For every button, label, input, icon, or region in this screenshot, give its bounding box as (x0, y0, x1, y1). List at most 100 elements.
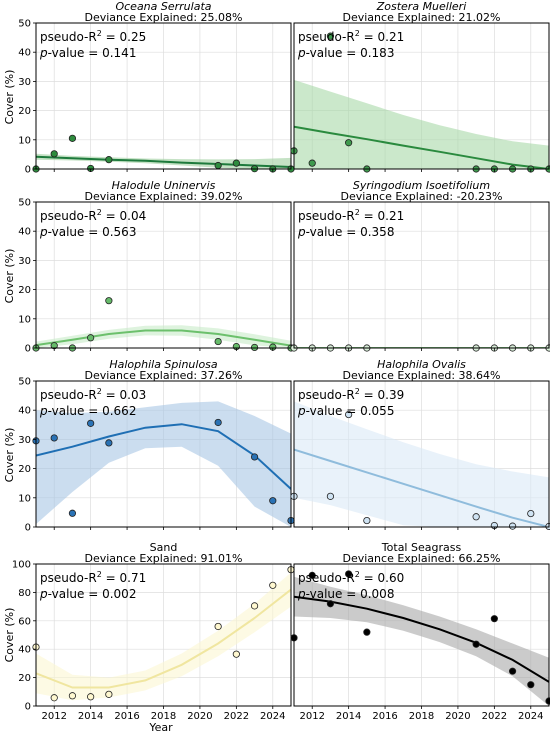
y-tick-label: 10 (18, 314, 31, 325)
x-tick-label: 2018 (151, 711, 176, 722)
data-point (250, 343, 259, 352)
stats-annotation: pseudo-R2 = 0.03 p-value = 0.662 (39, 387, 146, 418)
data-point (508, 667, 517, 675)
data-point (87, 693, 95, 701)
plot-area (294, 576, 549, 706)
deviance-explained: Deviance Explained: 91.01% (85, 552, 243, 565)
data-point (87, 419, 95, 427)
data-point (105, 156, 113, 164)
y-tick-label: 60 (18, 616, 31, 627)
y-tick-label: 0 (25, 523, 31, 534)
y-axis-label: Cover (%) (3, 428, 16, 483)
stats-annotation: pseudo-R2 = 0.21 p-value = 0.183 (297, 29, 404, 60)
data-point (105, 297, 113, 305)
plot-area (294, 79, 549, 169)
x-tick-label: 2024 (260, 711, 285, 722)
fit-line (294, 448, 549, 527)
y-tick-label: 20 (18, 285, 31, 296)
y-tick-label: 20 (18, 106, 31, 117)
pseudo-r2-text: pseudo-R2 = 0.21 (298, 29, 404, 44)
panel-title: Sand (150, 541, 178, 554)
y-tick-label: 40 (18, 406, 31, 417)
panel-title: Zostera Muelleri (376, 0, 467, 13)
p-value-text: p-value = 0.055 (297, 404, 394, 418)
y-tick-label: 0 (25, 702, 31, 713)
data-point (105, 439, 113, 447)
fit-line (36, 329, 291, 347)
stats-annotation: pseudo-R2 = 0.21 p-value = 0.358 (297, 208, 404, 239)
data-point (472, 513, 480, 521)
data-point (50, 150, 58, 158)
panel-title: Oceana Serrulata (115, 0, 211, 13)
pseudo-r2-text: pseudo-R2 = 0.71 (40, 570, 146, 585)
x-tick-label: 2012 (41, 711, 66, 722)
x-tick-label: 2022 (482, 711, 507, 722)
chart-panel: 2012 2014 2016 2018 2020 2022 2024 Total Seagra… (290, 541, 550, 722)
panel-title: Halophila Ovalis (377, 358, 466, 371)
data-point (527, 509, 535, 518)
x-tick-label: 2020 (445, 711, 470, 722)
confidence-band (36, 325, 291, 348)
fit-line (36, 588, 291, 689)
deviance-explained: Deviance Explained: 39.02% (85, 190, 243, 203)
panel-title: Halodule Uninervis (112, 179, 216, 192)
data-point (345, 570, 353, 578)
p-value-text: p-value = 0.662 (39, 404, 136, 418)
pseudo-r2-text: pseudo-R2 = 0.60 (298, 570, 404, 585)
data-point (527, 681, 535, 689)
x-tick-label: 2018 (409, 711, 434, 722)
deviance-explained: Deviance Explained: 66.25% (343, 552, 501, 565)
data-point (87, 334, 95, 342)
fit-line (36, 155, 291, 168)
fit-line (294, 595, 549, 683)
p-value-text: p-value = 0.002 (39, 587, 136, 601)
panel-title: Total Seagrass (381, 541, 462, 554)
y-tick-label: 20 (18, 673, 31, 684)
confidence-band (294, 79, 549, 169)
y-axis-label: Cover (%) (3, 608, 16, 663)
x-tick-label: 2024 (518, 711, 543, 722)
chart-panel: 0 20 40 60 80 100 2012 2014 2016 2018 2020 2022 2024… (12, 541, 295, 722)
data-point (269, 497, 277, 505)
x-tick-label: 2014 (78, 711, 103, 722)
stats-annotation: pseudo-R2 = 0.39 p-value = 0.055 (297, 387, 404, 418)
y-tick-label: 10 (18, 135, 31, 146)
confidence-band (294, 401, 549, 527)
data-point (308, 571, 316, 579)
data-point (472, 640, 480, 648)
data-point (308, 159, 316, 167)
y-tick-label: 80 (18, 588, 31, 599)
x-tick-label: 2012 (299, 711, 324, 722)
y-tick-label: 40 (18, 645, 31, 656)
y-tick-label: 30 (18, 256, 31, 267)
deviance-explained: Deviance Explained: 38.64% (343, 369, 501, 382)
p-value-text: p-value = 0.141 (39, 46, 136, 60)
p-value-text: p-value = 0.183 (297, 46, 394, 60)
plot-area (36, 401, 291, 527)
pseudo-r2-text: pseudo-R2 = 0.25 (40, 29, 146, 44)
data-point (326, 492, 335, 500)
confidence-band (294, 576, 549, 706)
x-tick-label: 2022 (224, 711, 249, 722)
data-point (105, 690, 113, 698)
data-point (232, 650, 240, 658)
p-value-text: p-value = 0.358 (297, 225, 394, 239)
data-point (68, 134, 77, 142)
pseudo-r2-text: pseudo-R2 = 0.04 (40, 208, 146, 223)
confidence-band (36, 572, 291, 701)
data-point (68, 509, 77, 517)
pseudo-r2-text: pseudo-R2 = 0.39 (298, 387, 404, 402)
plot-area (36, 325, 291, 348)
data-point (214, 622, 222, 631)
y-tick-label: 10 (18, 493, 31, 504)
data-point (250, 602, 259, 610)
plot-area (294, 401, 549, 527)
y-tick-label: 0 (25, 344, 31, 355)
x-tick-label: 2014 (336, 711, 361, 722)
data-point (363, 516, 371, 525)
data-point (269, 581, 277, 589)
data-point (214, 337, 222, 346)
